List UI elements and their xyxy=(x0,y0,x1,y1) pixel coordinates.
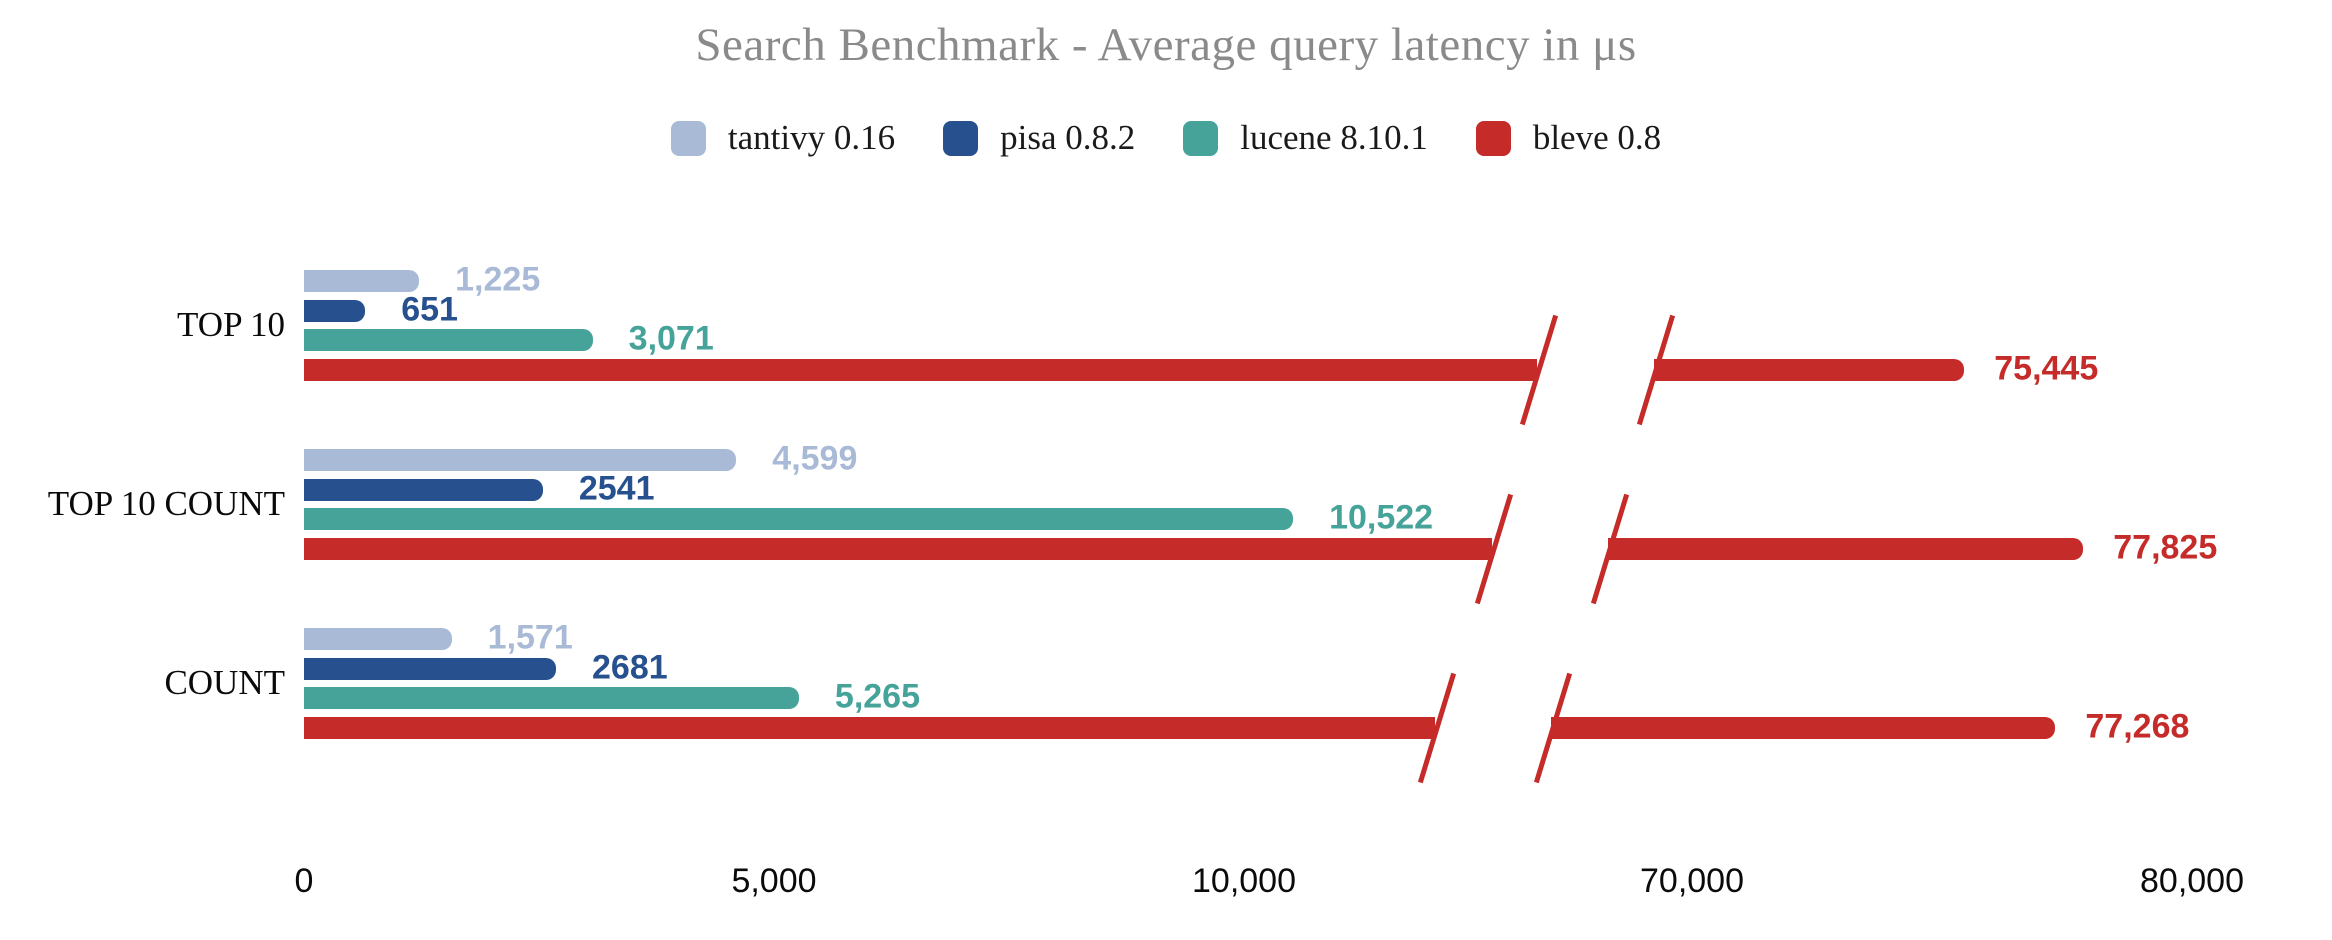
bar-pisa-0-8-2-count xyxy=(304,657,556,680)
value-label-bleve-0-8-count: 77,268 xyxy=(2085,707,2190,746)
value-label-lucene-8-10-1-top-10-count: 10,522 xyxy=(1329,498,1434,537)
x-axis-tick-0: 0 xyxy=(294,862,314,900)
bar-pisa-0-8-2-top-10-count xyxy=(304,478,543,501)
bar-tantivy-0-16-top-10 xyxy=(304,270,420,292)
legend-item-pisa: pisa 0.8.2 xyxy=(943,118,1135,158)
value-label-pisa-0-8-2-top-10: 651 xyxy=(401,290,458,329)
legend-swatch-lucene xyxy=(1183,120,1219,156)
x-axis-tick-5-000: 5,000 xyxy=(731,862,817,900)
bar-tantivy-0-16-top-10-count xyxy=(304,449,737,471)
chart-title: Search Benchmark - Average query latency… xyxy=(695,19,1637,71)
legend-swatch-pisa xyxy=(943,120,979,156)
legend: tantivy 0.16 pisa 0.8.2 lucene 8.10.1 bl… xyxy=(0,118,2332,158)
legend-swatch-tantivy xyxy=(670,120,706,156)
legend-label-pisa: pisa 0.8.2 xyxy=(1000,118,1136,157)
legend-item-lucene: lucene 8.10.1 xyxy=(1183,118,1428,158)
bar-pisa-0-8-2-top-10 xyxy=(304,299,366,322)
bar-lucene-8-10-1-count xyxy=(304,687,799,709)
x-axis-tick-70-000: 70,000 xyxy=(1640,862,1744,900)
value-label-tantivy-0-16-count: 1,571 xyxy=(487,618,573,657)
value-label-pisa-0-8-2-count: 2681 xyxy=(592,648,668,687)
category-label-top-10: TOP 10 xyxy=(177,305,285,345)
bar-lucene-8-10-1-top-10-count xyxy=(304,508,1294,530)
category-label-top-10-count: TOP 10 COUNT xyxy=(47,484,285,524)
legend-item-bleve: bleve 0.8 xyxy=(1475,118,1662,158)
legend-label-tantivy: tantivy 0.16 xyxy=(727,118,896,157)
value-label-tantivy-0-16-top-10: 1,225 xyxy=(455,260,541,299)
legend-label-lucene: lucene 8.10.1 xyxy=(1240,118,1428,157)
x-axis-tick-10-000: 10,000 xyxy=(1192,862,1296,900)
legend-label-bleve: bleve 0.8 xyxy=(1532,118,1662,157)
bar-tantivy-0-16-count xyxy=(304,628,452,650)
legend-swatch-bleve xyxy=(1475,120,1511,156)
bar-bleve-0-8-top-10-segment-1 xyxy=(304,358,1537,381)
value-label-lucene-8-10-1-count: 5,265 xyxy=(834,677,920,716)
category-label-count: COUNT xyxy=(164,663,285,703)
legend-item-tantivy: tantivy 0.16 xyxy=(670,118,896,158)
bar-bleve-0-8-count-segment-2 xyxy=(1551,716,2056,739)
bar-bleve-0-8-count-segment-1 xyxy=(304,716,1435,739)
value-label-bleve-0-8-top-10: 75,445 xyxy=(1994,349,2099,388)
value-label-bleve-0-8-top-10-count: 77,825 xyxy=(2113,528,2218,567)
value-label-pisa-0-8-2-top-10-count: 2541 xyxy=(578,469,655,508)
bar-bleve-0-8-top-10-count-segment-1 xyxy=(304,537,1492,560)
bar-bleve-0-8-top-10-count-segment-2 xyxy=(1608,537,2084,560)
value-label-tantivy-0-16-top-10-count: 4,599 xyxy=(772,439,858,478)
value-label-lucene-8-10-1-top-10: 3,071 xyxy=(628,319,714,358)
bar-lucene-8-10-1-top-10 xyxy=(304,329,593,351)
bar-bleve-0-8-top-10-segment-2 xyxy=(1654,358,1965,381)
x-axis-tick-80-000: 80,000 xyxy=(2140,862,2244,900)
